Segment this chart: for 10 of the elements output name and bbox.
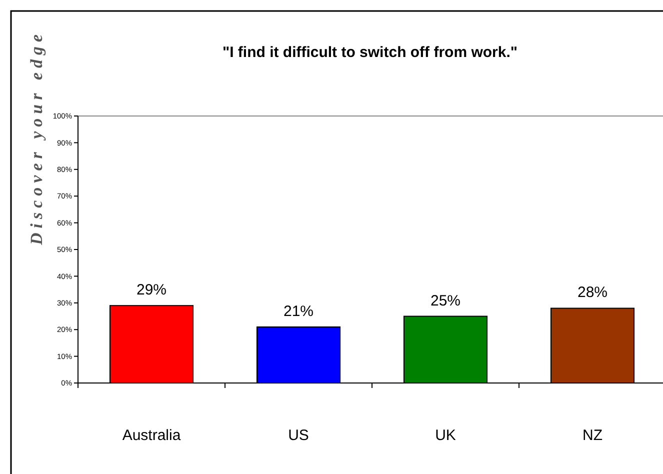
data-label: 21% bbox=[283, 302, 314, 320]
chart-title: "I find it difficult to switch off from work." bbox=[222, 44, 518, 61]
data-label: 29% bbox=[136, 282, 167, 299]
text: Discover your edge bbox=[27, 30, 46, 246]
x-tick-label: UK bbox=[435, 427, 456, 444]
data-label: 25% bbox=[430, 292, 461, 310]
x-tick-label: US bbox=[288, 427, 309, 444]
x-tick-label: NZ bbox=[582, 427, 602, 444]
x-tick-label: Australia bbox=[122, 427, 182, 444]
data-label: 28% bbox=[577, 284, 608, 302]
